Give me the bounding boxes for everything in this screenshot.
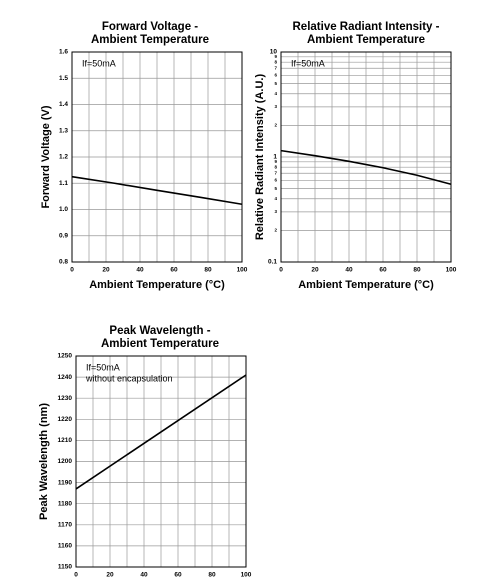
x-tick-label: 40 xyxy=(345,267,353,274)
y-tick-label: 1160 xyxy=(58,543,72,550)
plot-frame xyxy=(75,355,247,568)
y-tick-label: 8 xyxy=(274,59,277,64)
y-tick-label: 1 xyxy=(273,154,277,161)
y-tick-label: 8 xyxy=(274,164,277,169)
x-tick-label: 0 xyxy=(279,267,283,274)
y-tick-label: 1170 xyxy=(58,522,72,529)
x-tick-label: 0 xyxy=(74,572,78,579)
y-tick-label: 3 xyxy=(274,104,277,109)
x-tick-label: 100 xyxy=(241,572,252,579)
x-tick-label: 20 xyxy=(106,572,114,579)
y-tick-label: 0.8 xyxy=(59,259,68,266)
chart-title: Ambient Temperature xyxy=(101,338,219,350)
y-tick-label: 1180 xyxy=(58,500,72,507)
x-tick-label: 100 xyxy=(237,267,248,274)
y-tick-label: 1.1 xyxy=(59,180,68,187)
x-tick-label: 60 xyxy=(379,267,387,274)
x-tick-label: 80 xyxy=(204,267,212,274)
y-tick-label: 1.3 xyxy=(59,127,68,134)
y-tick-label: 0.9 xyxy=(59,232,68,239)
annotation: If=50mA xyxy=(82,58,116,68)
y-axis-label: Peak Wavelength (nm) xyxy=(38,403,50,520)
annotation: If=50mA xyxy=(86,362,120,372)
y-tick-label: 1150 xyxy=(58,564,72,571)
annotation: If=50mA xyxy=(291,58,325,68)
y-tick-label: 1240 xyxy=(58,374,73,381)
y-tick-label: 5 xyxy=(274,81,277,86)
y-tick-label: 1200 xyxy=(58,458,73,465)
plot-frame xyxy=(71,51,243,263)
x-tick-label: 80 xyxy=(208,572,216,579)
y-tick-label: 2 xyxy=(274,123,277,128)
data-line xyxy=(71,175,243,206)
y-tick-label: 0.1 xyxy=(268,259,277,266)
x-tick-label: 40 xyxy=(136,267,144,274)
y-tick-label: 1220 xyxy=(58,416,73,423)
y-tick-label: 9 xyxy=(274,159,277,164)
y-axis-label: Relative Radiant Intensity (A.U.) xyxy=(254,74,266,241)
y-tick-label: 1.0 xyxy=(59,206,68,213)
chart-title: Peak Wavelength - xyxy=(109,325,210,337)
annotation: without encapsulation xyxy=(85,373,173,383)
y-tick-label: 9 xyxy=(274,54,277,59)
chart-title: Forward Voltage - xyxy=(102,21,198,33)
y-tick-label: 6 xyxy=(274,177,277,182)
data-line xyxy=(75,374,247,490)
y-tick-label: 4 xyxy=(274,91,277,96)
y-tick-label: 1250 xyxy=(58,353,73,360)
y-tick-label: 1.6 xyxy=(59,49,68,56)
y-tick-label: 7 xyxy=(274,65,277,70)
x-axis-label: Ambient Temperature (°C) xyxy=(298,279,434,291)
y-tick-label: 1.2 xyxy=(59,154,68,161)
y-tick-label: 1230 xyxy=(58,395,73,402)
y-tick-label: 2 xyxy=(274,228,277,233)
x-tick-label: 20 xyxy=(102,267,110,274)
y-tick-label: 3 xyxy=(274,209,277,214)
y-tick-label: 5 xyxy=(274,186,277,191)
y-tick-label: 1210 xyxy=(58,437,73,444)
y-tick-label: 10 xyxy=(270,49,278,56)
chart-title: Ambient Temperature xyxy=(307,34,425,46)
chart-title: Ambient Temperature xyxy=(91,34,209,46)
y-tick-label: 1190 xyxy=(58,479,72,486)
y-tick-label: 7 xyxy=(274,170,277,175)
chart-title: Relative Radiant Intensity - xyxy=(293,21,440,33)
x-tick-label: 100 xyxy=(446,267,457,274)
x-tick-label: 60 xyxy=(174,572,182,579)
y-tick-label: 6 xyxy=(274,72,277,77)
x-tick-label: 40 xyxy=(140,572,148,579)
y-tick-label: 1.4 xyxy=(59,101,68,108)
x-tick-label: 0 xyxy=(70,267,74,274)
x-tick-label: 80 xyxy=(413,267,421,274)
y-axis-label: Forward Voltage (V) xyxy=(40,105,52,208)
y-tick-label: 4 xyxy=(274,196,277,201)
x-axis-label: Ambient Temperature (°C) xyxy=(89,279,225,291)
x-tick-label: 60 xyxy=(170,267,178,274)
data-line xyxy=(280,149,452,186)
y-tick-label: 1.5 xyxy=(59,75,68,82)
x-tick-label: 20 xyxy=(311,267,319,274)
plot-frame xyxy=(280,51,452,263)
